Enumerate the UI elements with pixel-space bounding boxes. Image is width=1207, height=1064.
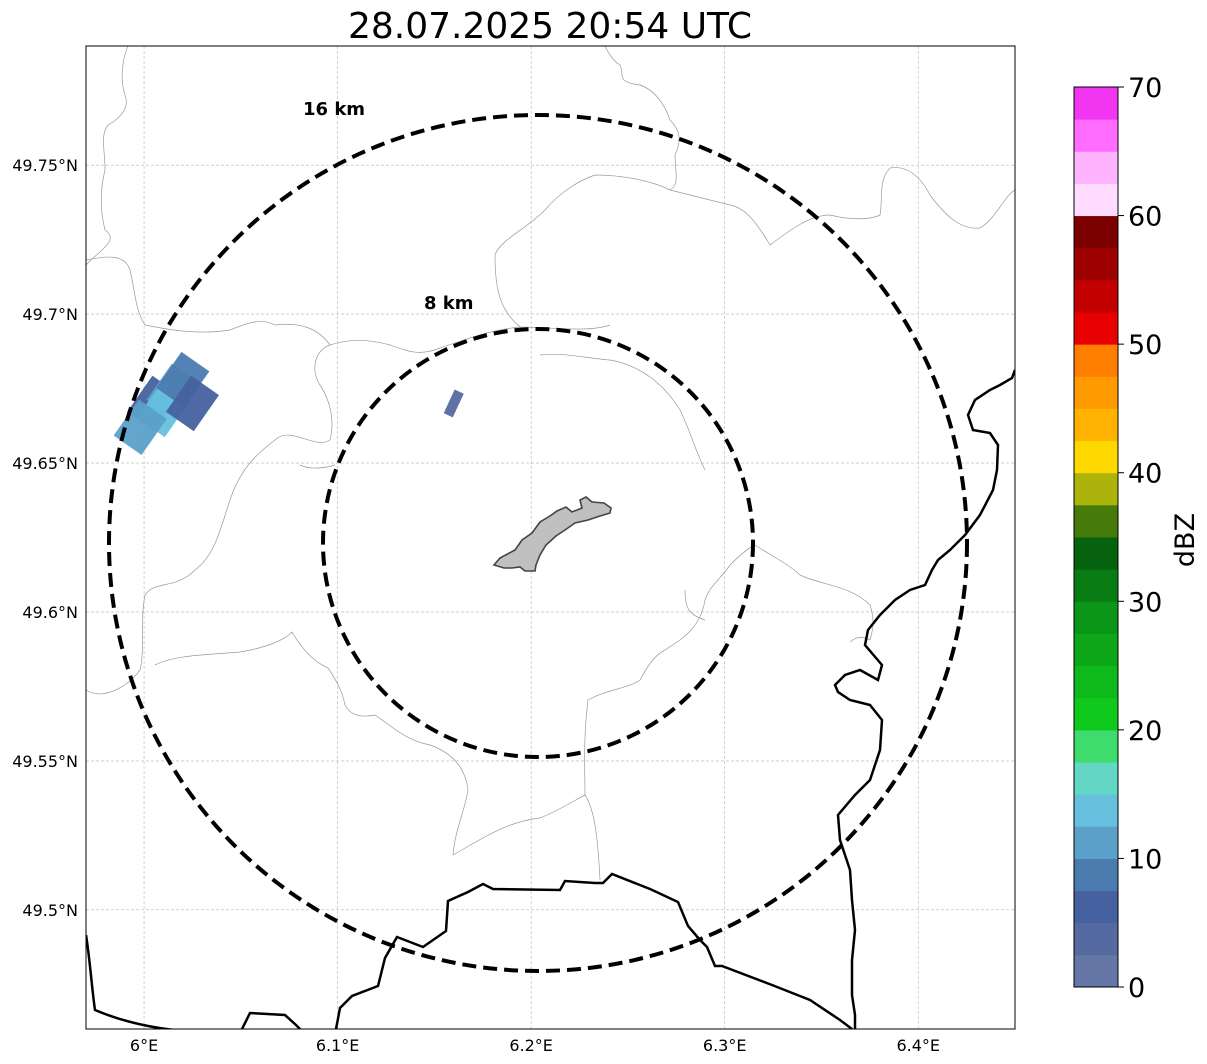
ring-16km	[107, 113, 969, 973]
national-border	[833, 369, 1015, 1029]
x-tick-label: 6.2°E	[509, 1036, 553, 1055]
colorbar-tick-label: 70	[1128, 73, 1162, 104]
map-panel: 8 km 16 km 6°E 6.1°E 6.2°E 6.3°E 6.4°E 49.75…	[12, 45, 1016, 1055]
colorbar: 0 10 20 30 40 50 60 70 dBZ	[1073, 73, 1201, 1004]
colorbar-swatch	[1074, 890, 1118, 924]
y-tick-label: 49.75°N	[12, 156, 78, 175]
colorbar-swatch	[1074, 87, 1118, 120]
y-tick-label: 49.7°N	[22, 305, 78, 324]
colorbar-swatch	[1074, 665, 1118, 699]
colorbar-swatch	[1074, 408, 1118, 442]
admin-boundaries	[86, 46, 1015, 881]
national-border	[334, 872, 853, 1029]
admin-boundary	[584, 544, 874, 796]
y-tick-label: 49.5°N	[22, 901, 78, 920]
y-tick-label: 49.65°N	[12, 454, 78, 473]
x-tick-label: 6.3°E	[703, 1036, 747, 1055]
admin-boundary	[299, 464, 336, 469]
colorbar-swatch	[1074, 440, 1118, 474]
colorbar-swatch	[1074, 954, 1118, 988]
map-frame	[85, 45, 1016, 1030]
admin-boundary	[86, 46, 129, 266]
colorbar-tick-label: 30	[1128, 587, 1162, 618]
colorbar-swatch	[1074, 247, 1118, 281]
colorbar-swatch	[1074, 697, 1118, 731]
echo-cell	[113, 399, 167, 456]
colorbar-swatch	[1074, 537, 1118, 570]
admin-boundary	[154, 631, 469, 856]
colorbar-swatch	[1074, 151, 1118, 184]
colorbar-swatch	[1074, 472, 1118, 506]
range-rings	[107, 113, 969, 973]
colorbar-swatch	[1074, 279, 1118, 313]
echo-cell	[165, 375, 219, 432]
colorbar-frame	[1073, 86, 1119, 988]
colorbar-tick-label: 0	[1128, 973, 1145, 1004]
national-border	[240, 1011, 301, 1029]
colorbar-swatch	[1074, 504, 1118, 538]
colorbar-swatch	[1074, 858, 1118, 892]
colorbar-swatch	[1074, 119, 1118, 152]
colorbar-swatch	[1074, 826, 1118, 859]
echo-cell	[443, 389, 464, 418]
radar-echoes	[113, 351, 464, 456]
ring-label-8km: 8 km	[424, 293, 474, 314]
colorbar-swatches	[1074, 87, 1118, 988]
y-tick-label: 49.6°N	[22, 603, 78, 622]
y-tick-label: 49.55°N	[12, 752, 78, 771]
colorbar-swatch	[1074, 729, 1118, 763]
x-axis-ticks: 6°E 6.1°E 6.2°E 6.3°E 6.4°E	[130, 1036, 940, 1055]
map-title: 28.07.2025 20:54 UTC	[348, 6, 752, 47]
x-tick-label: 6.4°E	[896, 1036, 940, 1055]
admin-boundary	[452, 794, 601, 881]
admin-boundary	[494, 254, 521, 328]
admin-boundary	[494, 167, 1015, 256]
colorbar-ticks: 0 10 20 30 40 50 60 70	[1118, 73, 1162, 1004]
x-tick-label: 6.1°E	[316, 1036, 360, 1055]
ring-label-16km: 16 km	[303, 99, 365, 120]
y-axis-ticks: 49.75°N 49.7°N 49.65°N 49.6°N 49.55°N 49.5°N	[12, 156, 78, 920]
colorbar-swatch	[1074, 633, 1118, 667]
colorbar-tick-label: 50	[1128, 330, 1162, 361]
colorbar-tick-label: 20	[1128, 716, 1162, 747]
colorbar-swatch	[1074, 601, 1118, 634]
national-borders	[86, 369, 1015, 1029]
colorbar-swatch	[1074, 762, 1118, 795]
colorbar-swatch	[1074, 312, 1118, 345]
admin-boundary	[86, 256, 611, 353]
admin-boundary	[604, 46, 680, 191]
colorbar-tick-label: 10	[1128, 844, 1162, 875]
colorbar-swatch	[1074, 922, 1118, 956]
colorbar-tick-label: 60	[1128, 202, 1162, 233]
colorbar-swatch	[1074, 569, 1118, 602]
colorbar-swatch	[1074, 183, 1118, 217]
admin-boundary	[86, 344, 333, 695]
colorbar-tick-label: 40	[1128, 459, 1162, 490]
echo-cell	[156, 351, 210, 408]
admin-boundary	[539, 353, 706, 471]
colorbar-swatch	[1074, 376, 1118, 409]
ring-8km	[321, 327, 755, 759]
colorbar-label: dBZ	[1170, 513, 1201, 567]
colorbar-swatch	[1074, 344, 1118, 377]
city-area	[492, 496, 612, 572]
colorbar-swatch	[1074, 215, 1118, 249]
x-tick-label: 6°E	[130, 1036, 158, 1055]
colorbar-swatch	[1074, 794, 1118, 827]
admin-boundary	[684, 589, 706, 621]
national-border	[86, 934, 176, 1029]
